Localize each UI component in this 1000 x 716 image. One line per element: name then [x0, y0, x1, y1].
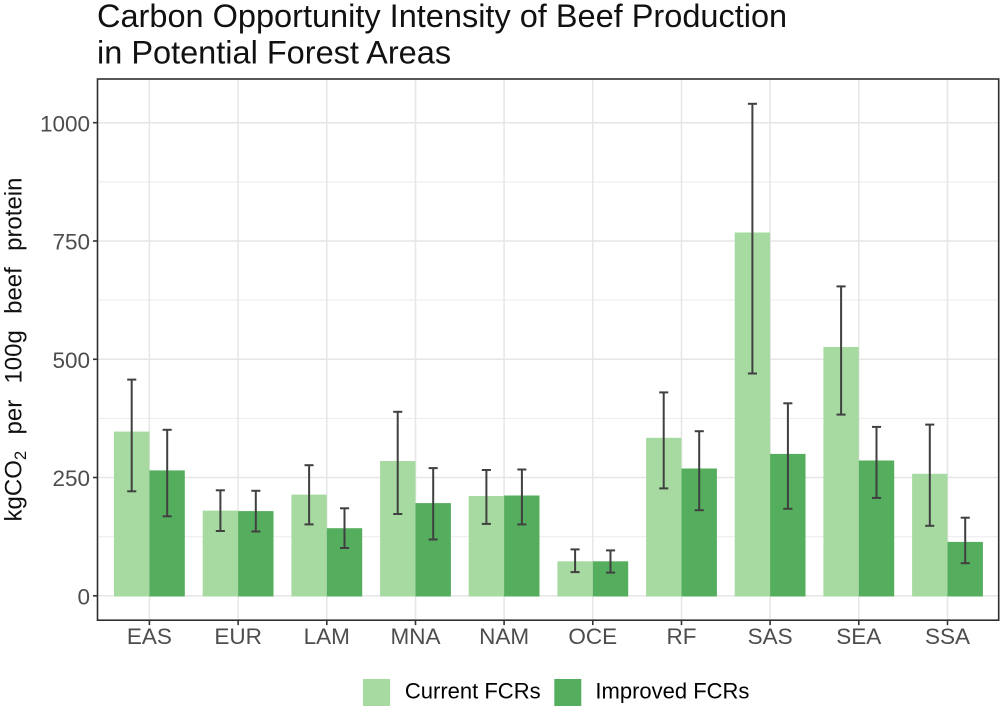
svg-text:RF: RF [667, 624, 697, 649]
svg-text:250: 250 [52, 466, 90, 491]
svg-text:EAS: EAS [127, 624, 172, 649]
svg-text:OCE: OCE [568, 624, 617, 649]
svg-text:SSA: SSA [925, 624, 970, 649]
svg-text:in Potential Forest Areas: in Potential Forest Areas [97, 35, 451, 71]
svg-text:LAM: LAM [304, 624, 350, 649]
svg-text:NAM: NAM [479, 624, 529, 649]
svg-text:Current FCRs: Current FCRs [405, 679, 541, 704]
svg-text:Improved FCRs: Improved FCRs [595, 679, 749, 704]
svg-text:1000: 1000 [40, 111, 90, 136]
svg-text:kgCO2 per 100g beef protein: kgCO2 per 100g beef protein [1, 178, 31, 522]
svg-text:SEA: SEA [836, 624, 881, 649]
svg-text:750: 750 [52, 230, 90, 255]
svg-text:MNA: MNA [391, 624, 441, 649]
svg-text:500: 500 [52, 348, 90, 373]
svg-text:EUR: EUR [214, 624, 262, 649]
svg-text:0: 0 [77, 584, 90, 609]
svg-text:Carbon Opportunity Intensity o: Carbon Opportunity Intensity of Beef Pro… [97, 0, 787, 34]
svg-text:SAS: SAS [748, 624, 793, 649]
